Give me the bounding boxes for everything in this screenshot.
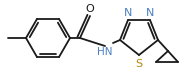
Text: HN: HN — [97, 47, 113, 57]
Text: S: S — [136, 59, 142, 69]
Text: O: O — [86, 4, 94, 14]
Text: N: N — [146, 8, 154, 18]
Text: N: N — [124, 8, 132, 18]
